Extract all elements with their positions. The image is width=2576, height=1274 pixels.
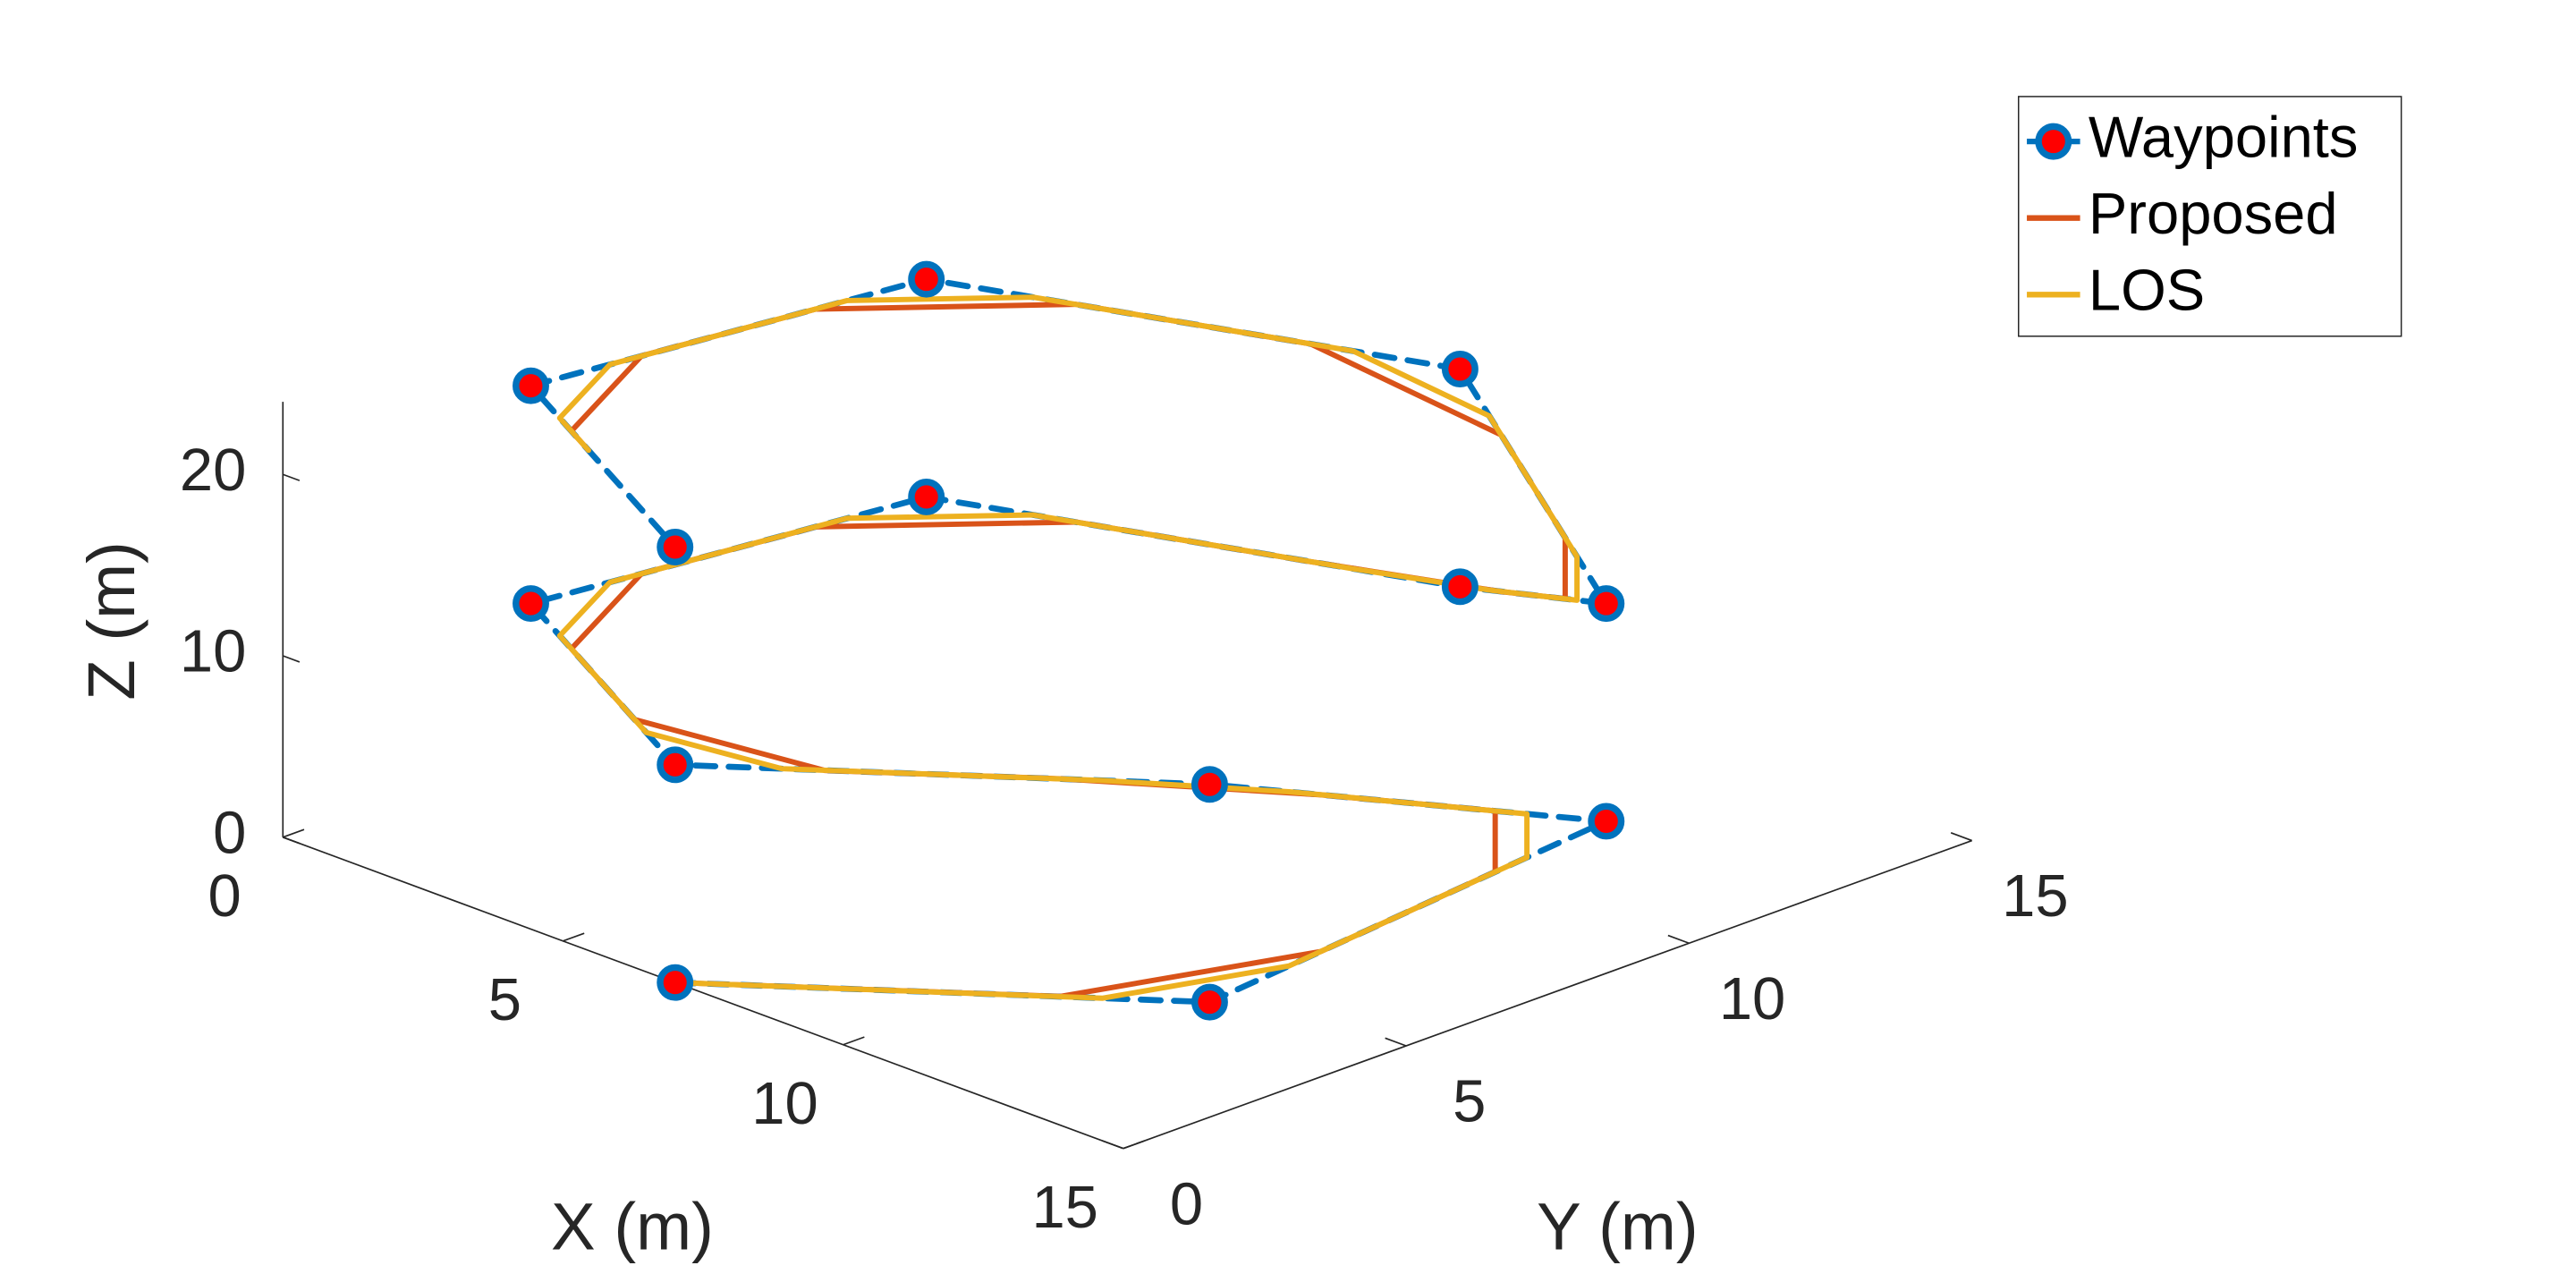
y-tick <box>1667 934 1690 945</box>
x-axis-line <box>282 837 1124 1150</box>
x-tick <box>1123 1140 1145 1150</box>
z-tick-label: 10 <box>180 618 247 685</box>
y-tick <box>1102 1140 1124 1150</box>
z-tick <box>282 837 301 845</box>
x-tick <box>563 932 585 942</box>
y-axis-label: Y (m) <box>1537 1189 1698 1263</box>
x-tick-label: 10 <box>751 1070 818 1137</box>
legend-box <box>2017 96 2402 337</box>
x-tick-label: 15 <box>1031 1174 1098 1241</box>
waypoint-marker <box>1441 568 1479 606</box>
legend-label: Waypoints <box>2089 104 2359 169</box>
waypoint-marker <box>1191 766 1228 803</box>
z-tick-label: 0 <box>213 800 246 867</box>
waypoint-marker <box>1588 803 1625 840</box>
waypoint-marker <box>1588 585 1625 623</box>
z-axis-label: Z (m) <box>74 541 148 701</box>
y-tick <box>1950 832 1972 842</box>
z-tick <box>282 655 301 663</box>
y-tick <box>1385 1037 1407 1047</box>
waypoint-marker <box>1191 983 1228 1021</box>
waypoint-marker <box>1441 351 1479 387</box>
waypoint-marker <box>908 478 945 515</box>
legend-label: LOS <box>2089 258 2205 323</box>
waypoint-marker <box>657 964 694 1001</box>
y-axis-line <box>1123 839 1972 1150</box>
x-tick-label: 5 <box>488 966 521 1033</box>
waypoint-marker <box>657 529 694 565</box>
z-tick <box>282 473 301 481</box>
waypoint-marker <box>513 585 549 623</box>
legend: Waypoints Proposed LOS <box>2017 96 2402 337</box>
legend-label: Proposed <box>2089 181 2338 246</box>
y-tick-label: 5 <box>1453 1068 1486 1135</box>
x-tick <box>843 1036 865 1046</box>
plot-area <box>513 260 1625 1021</box>
z-tick-label: 20 <box>180 437 247 504</box>
waypoint-marker <box>657 746 694 784</box>
legend-marker <box>2035 123 2072 160</box>
y-tick-label: 0 <box>1170 1170 1203 1237</box>
trajectory-line <box>568 302 1568 999</box>
axes: 0 5 10 15 0 5 10 15 0 10 20 <box>180 402 2069 1241</box>
y-tick-label: 15 <box>2002 862 2069 930</box>
x-tick <box>282 828 305 838</box>
y-tick-label: 10 <box>1719 965 1785 1032</box>
x-axis-label: X (m) <box>551 1189 714 1263</box>
waypoint-marker <box>908 260 945 298</box>
x-tick-label: 0 <box>208 862 242 930</box>
trajectory-line <box>556 294 1580 1001</box>
waypoint-marker <box>513 367 549 404</box>
